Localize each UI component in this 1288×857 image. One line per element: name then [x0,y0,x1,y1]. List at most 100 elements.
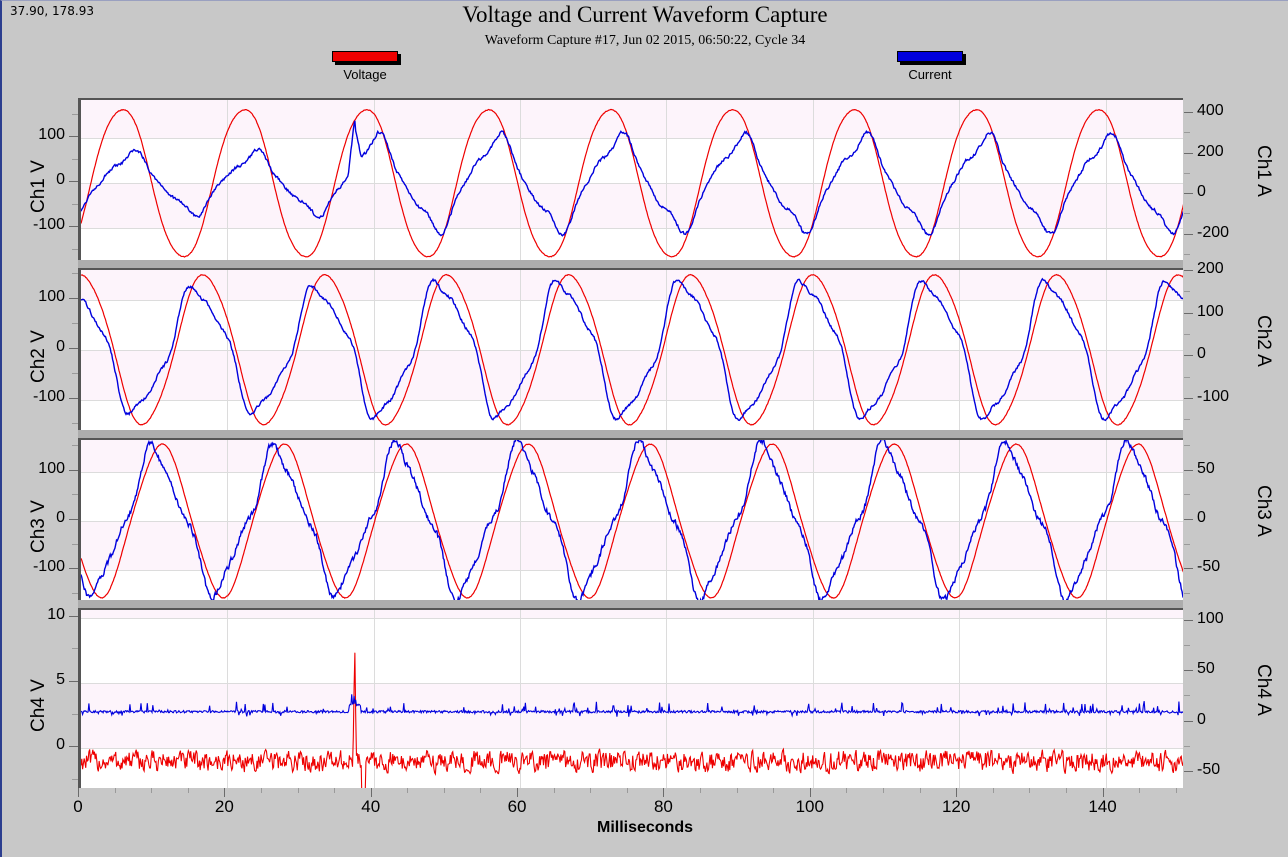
legend-item-current[interactable]: Current [897,51,963,82]
y-axis-tick-right [1184,173,1190,174]
gridline-vertical [959,610,960,788]
y-axis-label-left: 100 [38,126,65,144]
y-axis-tick-right [1184,519,1193,520]
waveform-traces [81,440,1183,600]
gridline-vertical [1106,100,1107,260]
waveform-panel-ch4[interactable] [78,608,1183,788]
y-axis-tick-right [1184,254,1190,255]
y-axis-tick-right [1184,721,1193,722]
gridline-horizontal [81,228,1183,229]
trace-current [81,440,1183,600]
waveform-panel-ch3[interactable] [78,438,1183,600]
y-axis-tick-right [1184,593,1190,594]
y-axis-tick-left [69,470,78,471]
gridline-vertical [813,440,814,600]
trace-current [81,694,1183,718]
y-axis-label-right: 100 [1197,610,1224,628]
trace-voltage [81,108,1183,258]
x-axis-tick [1029,788,1030,793]
x-axis-label: 140 [1088,797,1117,816]
legend-swatch-current [897,51,963,62]
y-axis-label-right: 0 [1197,183,1206,201]
y-axis-tick-right [1184,355,1193,356]
gridline-vertical [520,270,521,430]
y-axis-tick-right [1184,771,1193,772]
x-axis-label: 120 [941,797,971,816]
gridline-horizontal [81,350,1183,351]
y-axis-tick-left [69,348,78,349]
x-axis-tick [627,788,628,793]
x-axis-tick [1139,788,1140,793]
legend-label-voltage: Voltage [343,67,387,82]
gridline-horizontal [81,683,1183,684]
x-axis-tick [700,788,701,793]
y-axis-label-right: 400 [1197,102,1224,120]
y-axis-tick-left [72,593,78,594]
waveform-panel-ch2[interactable] [78,268,1183,430]
y-axis-tick-left [72,445,78,446]
y-axis-tick-left [69,746,78,747]
x-axis-tick [115,788,116,793]
x-axis-tick [1066,788,1067,793]
x-axis-tick [78,788,79,797]
y-axis-label-right: 200 [1197,260,1224,278]
y-axis-tick-left [72,114,78,115]
x-axis-label: 80 [653,797,673,816]
y-axis-tick-left [72,249,78,250]
gridline-vertical [227,270,228,430]
gridline-vertical [959,100,960,260]
gridline-vertical [666,100,667,260]
x-axis-tick [444,788,445,793]
y-axis-tick-right [1184,620,1193,621]
y-axis-tick-left [72,323,78,324]
gridline-horizontal [81,618,1183,619]
gridline-vertical [666,440,667,600]
trace-voltage [81,273,1183,426]
trace-current [81,277,1183,422]
gridline-vertical [520,440,521,600]
y-axis-tick-right [1184,334,1190,335]
y-axis-tick-right [1184,377,1190,378]
x-axis-tick [188,788,189,793]
x-axis-tick [920,788,921,793]
legend-item-voltage[interactable]: Voltage [332,51,398,82]
y-axis-title-right-ch4: Ch4 A [1253,664,1274,716]
trace-voltage [81,443,1183,599]
y-axis-tick-right [1184,419,1190,420]
y-axis-tick-left [72,373,78,374]
x-axis-label: 0 [73,797,83,816]
y-axis-label-left: 10 [47,605,65,623]
y-axis-tick-right [1184,470,1193,471]
y-axis-tick-right [1184,645,1190,646]
gridline-vertical [813,100,814,260]
y-axis-tick-left [69,226,78,227]
y-axis-tick-left [69,181,78,182]
y-axis-label-left: 0 [56,509,65,526]
gridline-horizontal [81,570,1183,571]
y-axis-label-right: -50 [1197,558,1221,576]
y-axis-tick-right [1184,213,1190,214]
panel-separator [78,600,1183,608]
y-axis-tick-right [1184,670,1193,671]
gridline-horizontal [81,400,1183,401]
y-axis-title-left-ch1: Ch1 V [28,160,49,213]
x-axis-tick [298,788,299,793]
y-axis-tick-left [72,204,78,205]
y-axis-tick-right [1184,153,1193,154]
gridline-horizontal [81,138,1183,139]
y-axis-label-right: 0 [1197,710,1206,728]
x-axis-tick [883,788,884,793]
x-axis-tick [407,788,408,793]
y-axis-tick-left [72,544,78,545]
y-axis-label-left: -100 [32,558,65,576]
y-axis-label-right: -200 [1197,223,1230,241]
x-axis-tick [334,788,335,793]
gridline-horizontal [81,300,1183,301]
waveform-panel-ch1[interactable] [78,98,1183,260]
gridline-vertical [813,270,814,430]
panel-separator [78,430,1183,438]
trace-voltage [81,652,1183,788]
x-axis-tick [517,788,518,797]
y-axis-tick-right [1184,398,1193,399]
